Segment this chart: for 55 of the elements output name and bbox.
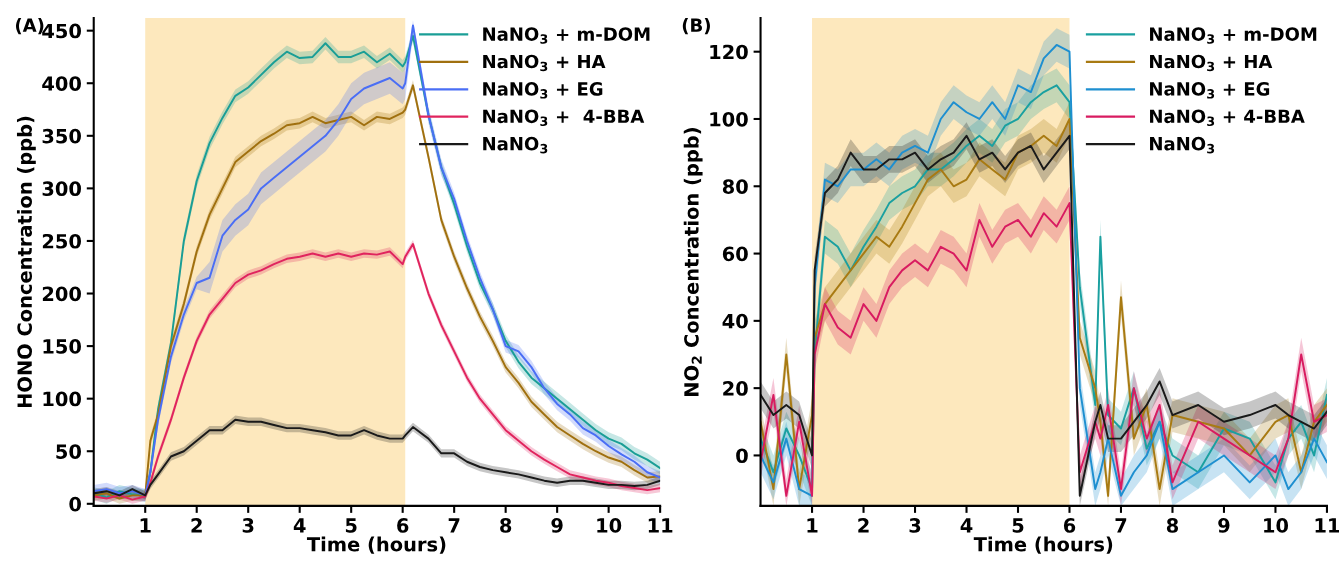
y-tick-label: 0 (69, 496, 81, 512)
x-tick-label: 3 (242, 518, 254, 533)
y-tick-label: 250 (42, 233, 81, 249)
x-tick-label: 10 (597, 518, 622, 533)
legend-label: NaNO$_{3}$ (483, 136, 548, 154)
y-tick-label: 50 (56, 444, 81, 459)
y-tick-label: 450 (42, 23, 81, 39)
x-tick-label: 7 (1115, 518, 1127, 533)
legend-label: NaNO$_{3}$ + HA (1150, 54, 1273, 72)
x-tick-label: 3 (909, 518, 921, 533)
text: (A) (15, 18, 44, 35)
legend-label: NaNO$_{3}$ + m-DOM (1150, 27, 1317, 44)
x-tick-label: 9 (1218, 518, 1230, 533)
y-tick-label: 200 (42, 286, 81, 302)
x-tick-label: 5 (1012, 518, 1024, 533)
x-tick-label: 11 (1315, 518, 1339, 533)
y-tick-label: 100 (710, 111, 748, 127)
x-tick-label: 7 (448, 518, 460, 533)
x-tick-label: 10 (1264, 518, 1289, 533)
y-tick-label: 300 (42, 181, 81, 197)
x-tick-label: 8 (500, 518, 512, 533)
x-tick-label: 11 (648, 518, 673, 533)
x-tick-label: 2 (858, 518, 869, 533)
y-tick-label: 0 (736, 448, 748, 464)
y-axis-title: NO$_{2}$ Concentration (ppb) (683, 128, 703, 396)
legend-label: NaNO$_{3}$ + HA (483, 54, 606, 72)
x-tick-label: 2 (191, 518, 202, 533)
x-tick-label: 4 (293, 518, 306, 533)
y-tick-label: 80 (722, 179, 748, 194)
legend-label: NaNO$_{3}$ + EG (1150, 82, 1270, 99)
y-axis-title: HONO Concentration (ppb) (16, 116, 36, 408)
y-tick-label: 120 (710, 44, 748, 60)
legend-label: NaNO$_{3}$ + m-DOM (483, 27, 650, 44)
text: (B) (682, 18, 710, 35)
y-tick-label: 20 (723, 381, 748, 396)
x-tick-label: 6 (397, 518, 409, 533)
y-tick-label: 150 (43, 339, 81, 354)
x-axis-title: Time (hours) (973, 536, 1113, 554)
x-tick-label: 1 (807, 518, 818, 533)
legend-label: NaNO$_{3}$ + EG (483, 82, 603, 99)
x-tick-label: 8 (1166, 518, 1179, 533)
legend-label: NaNO$_{3}$ + 4-BBA (483, 109, 645, 127)
y-tick-label: 400 (42, 76, 81, 91)
y-tick-label: 60 (722, 246, 748, 262)
legend-label: NaNO$_{3}$ (1150, 136, 1215, 154)
y-tick-label: 350 (42, 128, 81, 144)
legend-label: NaNO$_{3}$ + 4-BBA (1150, 109, 1305, 127)
x-tick-label: 5 (345, 518, 357, 533)
x-axis-title: Time (hours) (306, 536, 446, 554)
x-tick-label: 4 (960, 518, 973, 533)
y-tick-label: 100 (43, 391, 81, 407)
y-tick-label: 40 (722, 313, 748, 329)
x-tick-label: 1 (140, 518, 151, 533)
x-tick-label: 6 (1063, 518, 1076, 533)
x-tick-label: 9 (551, 518, 563, 533)
